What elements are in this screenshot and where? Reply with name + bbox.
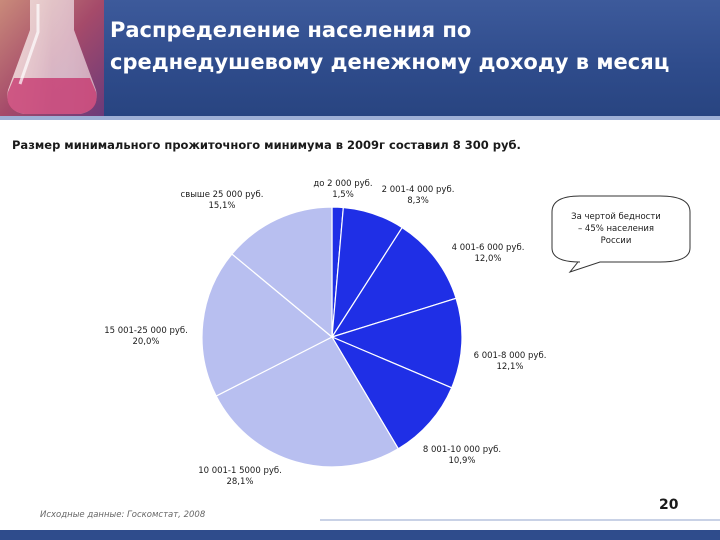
footer-line — [320, 519, 720, 521]
slice-value-label: 28,1% — [226, 477, 253, 487]
slice-category-label: 8 001-10 000 руб. — [423, 445, 501, 455]
slice-category-label: 6 001-8 000 руб. — [474, 351, 547, 361]
pie-slice — [215, 336, 400, 468]
title-line-2: среднедушевому денежному доходу в месяц — [110, 50, 670, 74]
callout-line-1: За чертой бедности — [571, 212, 661, 222]
pie-slice — [231, 206, 333, 339]
slice-category-label: свыше 25 000 руб. — [181, 190, 264, 200]
pie-slice — [330, 297, 463, 389]
slice-category-label: 15 001-25 000 руб. — [104, 326, 188, 336]
pie-slice — [330, 226, 457, 339]
source-note: Исходные данные: Госкомстат, 2008 — [40, 510, 206, 520]
slice-value-label: 20,0% — [132, 337, 159, 347]
title-line-1: Распределение населения по — [110, 18, 472, 42]
slice-value-label: 8,3% — [407, 196, 429, 206]
slice-value-label: 12,0% — [474, 254, 501, 264]
pie-slice — [330, 335, 453, 450]
callout-bubble — [551, 195, 691, 274]
slice-labels: до 2 000 руб.1,5% 2 001-4 000 руб.8,3% 4 0… — [104, 179, 546, 487]
callout-text: За чертой бедности – 45% населения Росси… — [556, 211, 676, 247]
pie-slice — [201, 253, 334, 397]
slice-value-label: 12,1% — [496, 362, 523, 372]
page-number: 20 — [659, 497, 679, 513]
footer-bar — [0, 530, 720, 540]
header-banner: Распределение населения по среднедушевом… — [0, 0, 720, 118]
callout-line-3: России — [600, 236, 632, 246]
page-title: Распределение населения по среднедушевом… — [110, 14, 710, 78]
slice-value-label: 10,9% — [448, 456, 475, 466]
header-divider — [0, 116, 720, 120]
slice-category-label: 10 001-1 5000 руб. — [198, 466, 282, 476]
slice-category-label: до 2 000 руб. — [313, 179, 372, 189]
subtitle: Размер минимального прожиточного минимум… — [12, 138, 521, 152]
slice-value-label: 15,1% — [208, 201, 235, 211]
slice-value-label: 1,5% — [332, 190, 354, 200]
flask-image — [0, 0, 104, 118]
pie-slices — [201, 206, 463, 468]
callout-line-2: – 45% населения — [577, 224, 655, 234]
slice-category-label: 2 001-4 000 руб. — [382, 185, 455, 195]
slice-category-label: 4 001-6 000 руб. — [452, 243, 525, 253]
